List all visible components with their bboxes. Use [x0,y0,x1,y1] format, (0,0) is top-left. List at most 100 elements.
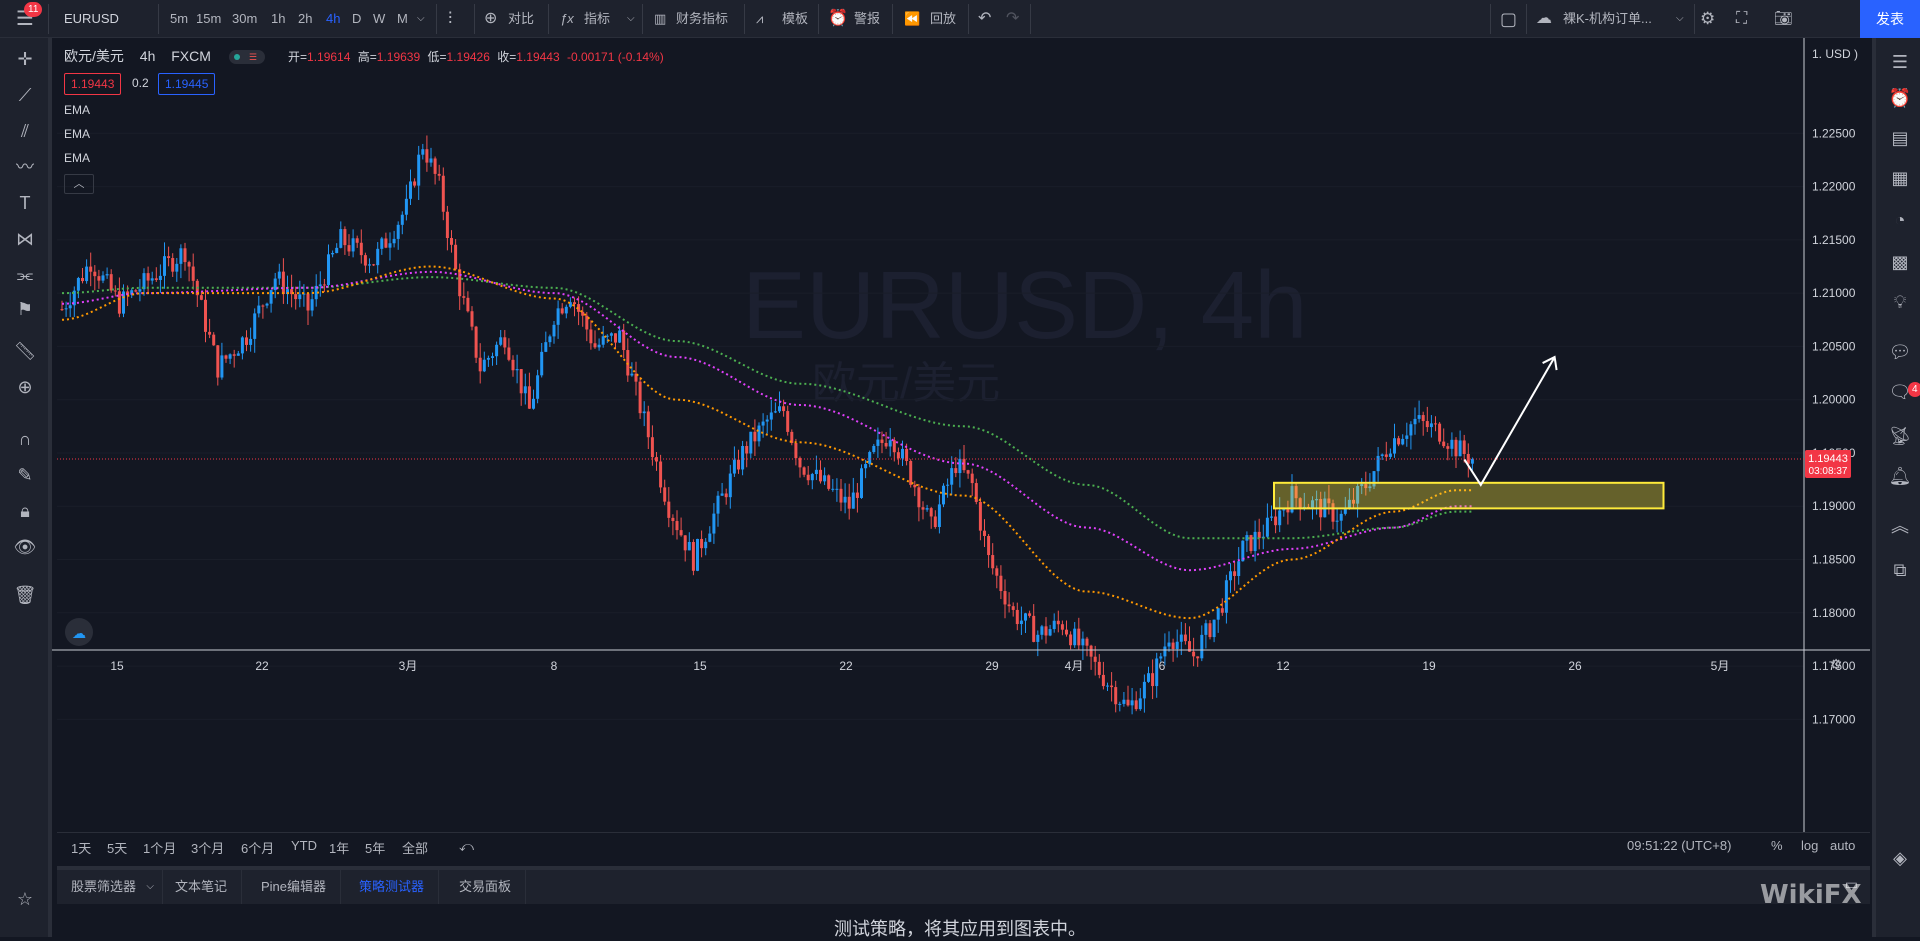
interval-4h[interactable]: 4h [326,11,341,26]
range-1[interactable]: 1天 [71,841,92,856]
indicators-icon[interactable]: ƒx [560,11,574,26]
projection-arrow-line[interactable] [1463,356,1556,487]
interval-30m[interactable]: 30m [232,11,258,26]
messages-icon[interactable]: 🗨︎ [1888,382,1912,402]
log-toggle[interactable]: log [1801,838,1819,853]
symbol-title[interactable]: 欧元/美元 [64,48,124,64]
pencil-lock-icon[interactable]: ✎ [17,465,33,485]
range-4[interactable]: 3个月 [191,841,225,856]
star-icon[interactable]: ☆ [16,889,34,909]
tab-strategy-tester[interactable]: 策略测试器 [345,870,440,904]
sell-price-button[interactable]: 1.19443 [64,73,122,95]
time-axis[interactable]: 15 22 3月 8 15 22 29 4月 6 12 19 26 5月 [52,649,1870,673]
templates-icon[interactable]: ⩘ [756,11,764,26]
eye-icon[interactable]: 👁︎ [13,537,37,557]
pitchfork-icon[interactable]: ⫽ [20,121,30,141]
fullscreen-icon[interactable]: ⛶ [1736,10,1748,27]
hotlist-icon[interactable]: ◔ [1894,210,1906,230]
percent-toggle[interactable]: % [1771,838,1783,853]
interval-D[interactable]: D [352,11,362,26]
chat-icon[interactable]: 💬︎ [1888,342,1912,362]
rewind-icon[interactable]: ⏪ [904,11,921,26]
drawings[interactable] [1273,355,1665,510]
magnet-icon[interactable]: ∩ [18,429,32,449]
indicator-ema-1[interactable]: EMA [64,103,91,117]
notifications-bell-icon[interactable]: 🔔︎ [1888,466,1912,486]
flag-icon[interactable]: ⚑ [16,299,34,319]
chevrons-icon[interactable]: ︽ [1891,516,1909,536]
compare-icon[interactable]: ⊕ [484,10,498,27]
tab-stock-screener[interactable]: 股票筛选器 ⌵ [57,870,164,904]
axis-settings-gear-icon[interactable]: ⚙ [1830,656,1843,672]
range-2[interactable]: 5天 [107,841,128,856]
brush-icon[interactable]: 〰 [16,157,34,177]
trend-line-icon[interactable]: ⟋ [18,85,32,105]
prediction-icon[interactable]: ⫘ [16,265,34,285]
fullscreen-square-icon[interactable]: ▢ [1500,9,1518,29]
chevron-down-icon[interactable]: ⌵ [627,13,635,24]
auto-toggle[interactable]: auto [1830,838,1856,853]
calendar-icon[interactable]: ▩ [1891,252,1909,272]
indicator-ema-2[interactable]: EMA [64,127,91,141]
order-panel-icon[interactable]: ⧉ [1893,560,1907,580]
tab-text-notes[interactable]: 文本笔记 [161,870,243,904]
demand-zone-rectangle[interactable] [1273,481,1665,510]
news-icon[interactable]: ▦ [1891,168,1909,188]
crosshair-icon[interactable]: ✛ [17,49,33,69]
financials-icon[interactable]: ▥ [654,11,667,26]
price-chart[interactable]: EURUSD, 4h 欧元/美元 1.225001.220001.215001.… [52,38,1870,832]
trash-icon[interactable]: 🗑︎ [13,585,37,605]
alert-button[interactable]: 警报 [854,11,881,26]
tab-pine-editor[interactable]: Pine编辑器 [247,870,342,904]
lock-icon[interactable]: 🔒︎ [20,501,30,521]
tab-trading-panel[interactable]: 交易面板 [445,870,527,904]
buy-price-button[interactable]: 1.19445 [158,73,216,95]
interval-M[interactable]: M [397,11,408,26]
range-3[interactable]: 1个月 [143,841,177,856]
redo-icon[interactable]: ↷ [1006,10,1020,27]
collapse-legend-button[interactable]: ︿ [64,174,94,194]
layers-icon[interactable]: ◈ [1893,848,1907,868]
zoom-in-icon[interactable]: ⊕ [17,377,33,397]
tradingview-logo[interactable] [65,618,93,646]
undo-icon[interactable]: ↶ [978,10,992,27]
alarm-clock-icon[interactable]: ⏰ [1888,88,1912,108]
symbol-search[interactable]: EURUSD [64,11,119,26]
interval-15m[interactable]: 15m [196,11,222,26]
range-9[interactable]: 全部 [402,841,429,856]
indicator-ema-3[interactable]: EMA [64,151,91,165]
alarm-clock-icon[interactable]: ⏰ [828,10,848,27]
data-window-icon[interactable]: ▤ [1891,128,1909,148]
goto-date-icon[interactable]: ⤺ [459,838,474,854]
range-7[interactable]: 1年 [329,841,350,856]
range-6[interactable]: YTD [291,838,317,853]
layout-name[interactable]: 裸K-机构订单... [1563,11,1652,26]
replay-button[interactable]: 回放 [930,11,957,26]
maximize-panel-icon[interactable]: ▭ [1844,876,1858,892]
price-scale-unit[interactable]: 1. USD ) [1812,47,1859,61]
interval-W[interactable]: W [373,11,386,26]
financials-button[interactable]: 财务指标 [676,11,729,26]
pattern-icon[interactable]: ⋈ [16,229,34,249]
range-8[interactable]: 5年 [365,841,386,856]
streams-icon[interactable]: 📡︎ [1888,426,1912,446]
gear-icon[interactable]: ⚙ [1700,9,1716,28]
indicators-button[interactable]: 指标 [584,11,611,26]
templates-button[interactable]: 模板 [782,11,809,26]
ruler-icon[interactable]: 📏︎ [13,341,37,361]
range-5[interactable]: 6个月 [241,841,275,856]
chevron-down-icon[interactable]: ⌵ [1676,13,1684,24]
interval-5m[interactable]: 5m [170,11,189,26]
clock[interactable]: 09:51:22 (UTC+8) [1627,838,1732,853]
market-status-toggle[interactable]: ☰ [228,50,265,65]
publish-button[interactable]: 发表 [1860,0,1920,38]
camera-icon[interactable]: 📷︎ [1774,10,1794,27]
cloud-icon[interactable]: ☁ [1536,10,1552,27]
compare-button[interactable]: 对比 [508,11,535,26]
ideas-bulb-icon[interactable]: 💡︎ [1893,292,1907,312]
price-axis[interactable]: 1.22500 1.22000 1.21500 1.21000 1.20500 1.200… [1803,38,1856,832]
interval-2h[interactable]: 2h [298,11,313,26]
interval-1h[interactable]: 1h [271,11,286,26]
chevron-down-icon[interactable]: ⌵ [417,13,425,24]
watchlist-icon[interactable]: ☰ [1891,52,1909,72]
